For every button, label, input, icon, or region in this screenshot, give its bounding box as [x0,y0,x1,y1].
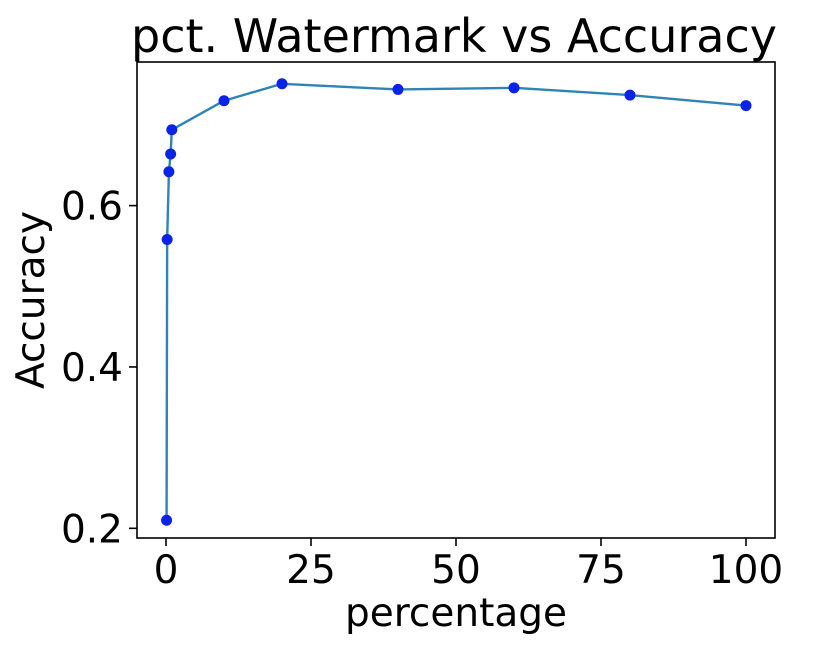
data-point [161,233,173,245]
data-point [276,78,288,90]
data-point [392,83,404,95]
x-tick-label: 75 [576,548,626,593]
x-tick-label: 25 [286,548,336,593]
data-point [624,89,636,101]
x-tick-label: 100 [709,548,783,593]
data-point [218,95,230,107]
y-axis-label: Accuracy [9,211,54,389]
x-tick-label: 50 [431,548,481,593]
x-axis: 0 25 50 75 100 [154,538,783,593]
y-tick-label: 0.2 [61,507,123,552]
x-axis-label: percentage [345,591,567,636]
series-points [161,78,752,526]
data-point [161,514,173,526]
y-axis: 0.2 0.4 0.6 [61,185,137,552]
data-point [166,124,178,136]
y-tick-label: 0.6 [61,185,123,230]
y-tick-label: 0.4 [61,346,123,391]
data-point [163,166,175,178]
chart-title: pct. Watermark vs Accuracy [131,9,777,63]
data-point [508,82,520,94]
data-point [740,100,752,112]
data-point [165,148,177,160]
x-tick-label: 0 [154,548,179,593]
